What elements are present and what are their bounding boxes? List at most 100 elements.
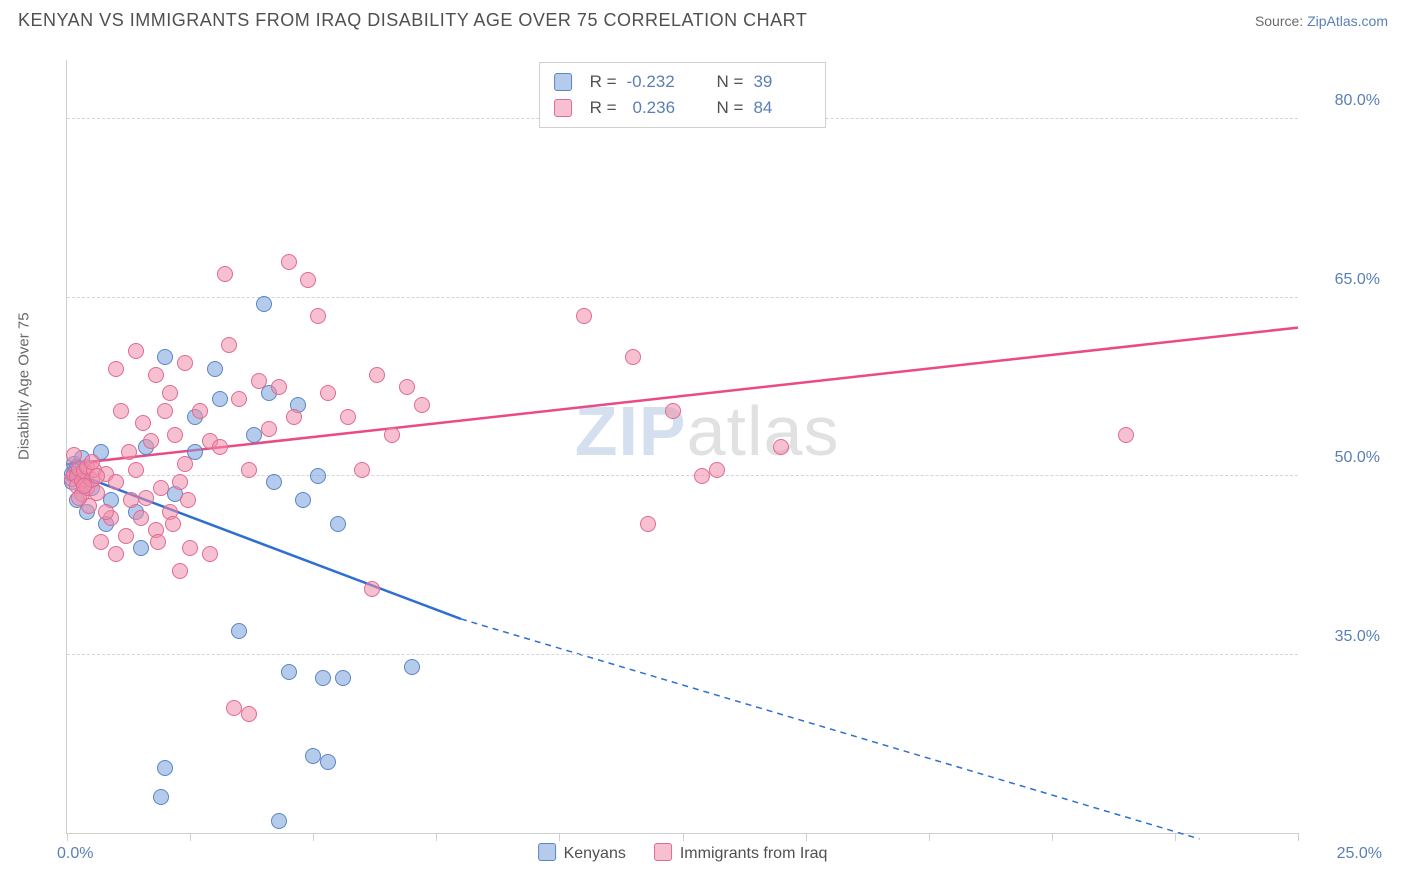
x-tick	[929, 833, 930, 841]
data-point	[177, 355, 193, 371]
data-point	[157, 760, 173, 776]
data-point	[364, 581, 380, 597]
data-point	[165, 516, 181, 532]
data-point	[640, 516, 656, 532]
data-point	[135, 415, 151, 431]
data-point	[217, 266, 233, 282]
data-point	[625, 349, 641, 365]
data-point	[414, 397, 430, 413]
data-point	[93, 534, 109, 550]
y-axis-label: Disability Age Over 75	[16, 312, 33, 460]
stats-legend: R = -0.232 N = 39 R = 0.236 N = 84	[539, 62, 827, 128]
data-point	[148, 367, 164, 383]
data-point	[133, 510, 149, 526]
data-point	[133, 540, 149, 556]
data-point	[310, 308, 326, 324]
data-point	[150, 534, 166, 550]
data-point	[231, 391, 247, 407]
data-point	[128, 462, 144, 478]
y-tick-label: 35.0%	[1306, 628, 1380, 646]
data-point	[709, 462, 725, 478]
data-point	[66, 447, 82, 463]
data-point	[281, 664, 297, 680]
data-point	[576, 308, 592, 324]
data-point	[404, 659, 420, 675]
x-tick	[1052, 833, 1053, 841]
watermark: ZIPatlas	[575, 391, 840, 471]
data-point	[694, 468, 710, 484]
data-point	[1118, 427, 1134, 443]
data-point	[143, 433, 159, 449]
x-tick	[683, 833, 684, 841]
data-point	[89, 468, 105, 484]
y-tick-label: 50.0%	[1306, 449, 1380, 467]
data-point	[320, 385, 336, 401]
y-tick-label: 80.0%	[1306, 92, 1380, 110]
data-point	[241, 462, 257, 478]
data-point	[271, 379, 287, 395]
stats-row-iraq: R = 0.236 N = 84	[554, 95, 812, 121]
data-point	[384, 427, 400, 443]
data-point	[192, 403, 208, 419]
data-point	[172, 474, 188, 490]
x-tick	[806, 833, 807, 841]
data-point	[108, 361, 124, 377]
data-point	[251, 373, 267, 389]
data-point	[246, 427, 262, 443]
data-point	[300, 272, 316, 288]
data-point	[281, 254, 297, 270]
series-legend: Kenyans Immigrants from Iraq	[538, 843, 828, 863]
swatch-iraq-icon	[554, 99, 572, 117]
data-point	[118, 528, 134, 544]
data-point	[153, 789, 169, 805]
data-point	[241, 706, 257, 722]
data-point	[121, 444, 137, 460]
x-tick	[559, 833, 560, 841]
x-tick	[190, 833, 191, 841]
x-tick	[313, 833, 314, 841]
data-point	[773, 439, 789, 455]
data-point	[108, 546, 124, 562]
source-link[interactable]: ZipAtlas.com	[1307, 13, 1388, 29]
data-point	[98, 504, 114, 520]
data-point	[172, 563, 188, 579]
data-point	[305, 748, 321, 764]
data-point	[221, 337, 237, 353]
data-point	[295, 492, 311, 508]
data-point	[399, 379, 415, 395]
data-point	[180, 492, 196, 508]
data-point	[128, 343, 144, 359]
x-tick	[1298, 833, 1299, 841]
data-point	[320, 754, 336, 770]
data-point	[271, 813, 287, 829]
plot-area: ZIPatlas R = -0.232 N = 39 R = 0.236 N =…	[66, 60, 1298, 834]
data-point	[182, 540, 198, 556]
swatch-iraq-icon	[654, 843, 672, 861]
gridline	[67, 654, 1298, 655]
data-point	[261, 421, 277, 437]
data-point	[354, 462, 370, 478]
chart-title: KENYAN VS IMMIGRANTS FROM IRAQ DISABILIT…	[18, 10, 807, 31]
data-point	[369, 367, 385, 383]
data-point	[340, 409, 356, 425]
data-point	[335, 670, 351, 686]
chart-header: KENYAN VS IMMIGRANTS FROM IRAQ DISABILIT…	[0, 0, 1406, 39]
data-point	[212, 391, 228, 407]
x-tick	[67, 833, 68, 841]
chart-container: Disability Age Over 75 ZIPatlas R = -0.2…	[18, 48, 1388, 872]
data-point	[286, 409, 302, 425]
swatch-kenyans-icon	[554, 73, 572, 91]
data-point	[202, 546, 218, 562]
stats-row-kenyans: R = -0.232 N = 39	[554, 69, 812, 95]
data-point	[167, 427, 183, 443]
data-point	[138, 490, 154, 506]
legend-item-kenyans: Kenyans	[538, 843, 626, 863]
x-tick	[1175, 833, 1176, 841]
x-tick-label-end: 25.0%	[1337, 845, 1382, 863]
data-point	[256, 296, 272, 312]
data-point	[108, 474, 124, 490]
y-tick-label: 65.0%	[1306, 271, 1380, 289]
data-point	[123, 492, 139, 508]
data-point	[665, 403, 681, 419]
data-point	[207, 361, 223, 377]
